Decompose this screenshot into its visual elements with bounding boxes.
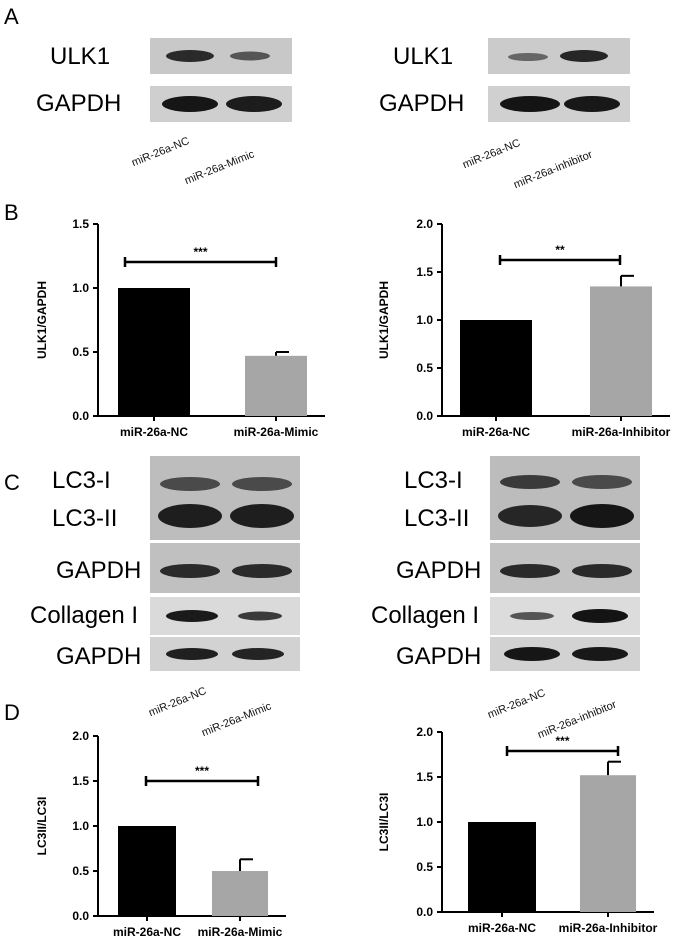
blot-lc3-inhibitor — [490, 456, 640, 540]
y-tick-label: 2.0 — [416, 725, 433, 739]
y-tick-label: 0.5 — [416, 860, 433, 874]
lane-label-c-nc: miR-26a-NC — [147, 685, 209, 720]
blot-label-lc3-i-right: LC3-I — [404, 467, 463, 494]
y-tick-label: 1.0 — [416, 313, 433, 327]
y-tick-label: 0.5 — [72, 345, 89, 359]
bar-chart-lc3-inhibitor: 0.0 0.5 1.0 1.5 2.0 LC3II/LC3I miR-26a-NC miR-2… — [377, 725, 658, 935]
bar-chart-lc3-mimic: 0.0 0.5 1.0 1.5 2.0 LC3II/LC3I miR-26a-NC miR-2… — [35, 729, 286, 939]
blot-gapdh-c2-mimic — [150, 637, 300, 671]
x-tick-label: miR-26a-Inhibitor — [559, 921, 658, 935]
y-tick-label: 1.5 — [416, 770, 433, 784]
y-axis-label: ULK1/GAPDH — [377, 281, 391, 359]
blot-ulk1-mimic — [150, 38, 292, 74]
blot-gapdh-mimic — [150, 86, 292, 122]
lane-label-nc-right: miR-26a-NC — [461, 137, 523, 172]
blot-ulk1-inhibitor — [488, 38, 630, 74]
blot-label-gapdh-c1-right: GAPDH — [396, 557, 482, 584]
bar-chart-ulk1-mimic: 0.0 0.5 1.0 1.5 ULK1/GAPDH miR-26a-NC miR-26a-… — [35, 217, 325, 439]
bar-nc — [118, 288, 190, 416]
blot-label-gapdh-c2-right: GAPDH — [396, 643, 482, 670]
bar-treated — [212, 871, 268, 916]
y-tick-label: 1.5 — [416, 265, 433, 279]
bar-nc — [460, 320, 532, 416]
lane-label-nc: miR-26a-NC — [130, 135, 192, 170]
y-tick-label: 0.5 — [72, 864, 89, 878]
blot-gapdh-c1-inhibitor — [490, 543, 640, 593]
panel-letter-a: A — [4, 4, 19, 29]
significance-stars: *** — [193, 245, 207, 259]
blot-label-gapdh-right: GAPDH — [379, 90, 465, 117]
blot-collagen-mimic — [150, 597, 300, 635]
blot-label-ulk1: ULK1 — [50, 43, 111, 70]
panel-letter-b: B — [4, 200, 19, 225]
blot-label-ulk1-right: ULK1 — [393, 43, 454, 70]
bar-nc — [118, 826, 176, 916]
bar-chart-ulk1-inhibitor: 0.0 0.5 1.0 1.5 2.0 ULK1/GAPDH miR-26a-NC miR-2… — [377, 217, 671, 439]
x-tick-label: miR-26a-NC — [120, 425, 188, 439]
y-axis-label: LC3II/LC3I — [35, 797, 49, 856]
significance-stars: ** — [555, 243, 565, 257]
y-tick-label: 0.0 — [416, 905, 433, 919]
blot-gapdh-inhibitor — [488, 86, 630, 122]
y-tick-label: 0.0 — [416, 409, 433, 423]
lane-label-inhibitor: miR-26a-inhibitor — [512, 148, 595, 192]
x-tick-label: miR-26a-NC — [462, 425, 530, 439]
bar-treated — [580, 775, 636, 912]
blot-label-lc3-i: LC3-I — [52, 467, 111, 494]
lane-label-mimic: miR-26a-Mimic — [183, 148, 257, 188]
blot-label-lc3-ii: LC3-II — [52, 505, 118, 532]
y-tick-label: 0.0 — [72, 409, 89, 423]
blot-lc3-mimic — [150, 456, 300, 540]
y-tick-label: 1.0 — [72, 819, 89, 833]
blot-collagen-inhibitor — [490, 597, 640, 635]
significance-stars: *** — [555, 734, 569, 748]
y-tick-label: 1.5 — [72, 217, 89, 231]
y-tick-label: 1.5 — [72, 774, 89, 788]
blot-label-gapdh: GAPDH — [36, 90, 122, 117]
y-axis-label: ULK1/GAPDH — [35, 281, 49, 359]
blot-label-gapdh-c1: GAPDH — [56, 557, 142, 584]
significance-stars: *** — [195, 764, 209, 778]
blot-gapdh-c2-inhibitor — [490, 637, 640, 671]
x-tick-label: miR-26a-Inhibitor — [572, 425, 671, 439]
y-tick-label: 2.0 — [72, 729, 89, 743]
y-tick-label: 0.0 — [72, 909, 89, 923]
bar-treated — [590, 286, 652, 416]
blot-label-collagen-right: Collagen I — [371, 602, 480, 629]
blot-gapdh-c1-mimic — [150, 543, 300, 593]
y-tick-label: 1.0 — [416, 815, 433, 829]
panel-letter-c: C — [4, 470, 20, 495]
blot-label-lc3-ii-right: LC3-II — [404, 505, 470, 532]
x-tick-label: miR-26a-NC — [113, 925, 181, 939]
y-tick-label: 0.5 — [416, 361, 433, 375]
blot-label-collagen: Collagen I — [30, 602, 139, 629]
x-tick-label: miR-26a-Mimic — [198, 925, 283, 939]
bar-treated — [245, 355, 307, 416]
panel-letter-d: D — [4, 700, 20, 725]
lane-label-c-nc-right: miR-26a-NC — [486, 687, 548, 722]
y-tick-label: 1.0 — [72, 281, 89, 295]
bar-nc — [468, 822, 536, 912]
y-tick-label: 2.0 — [416, 217, 433, 231]
y-axis-label: LC3II/LC3I — [377, 793, 391, 852]
x-tick-label: miR-26a-Mimic — [234, 425, 319, 439]
blot-label-gapdh-c2: GAPDH — [56, 643, 142, 670]
x-tick-label: miR-26a-NC — [468, 921, 536, 935]
